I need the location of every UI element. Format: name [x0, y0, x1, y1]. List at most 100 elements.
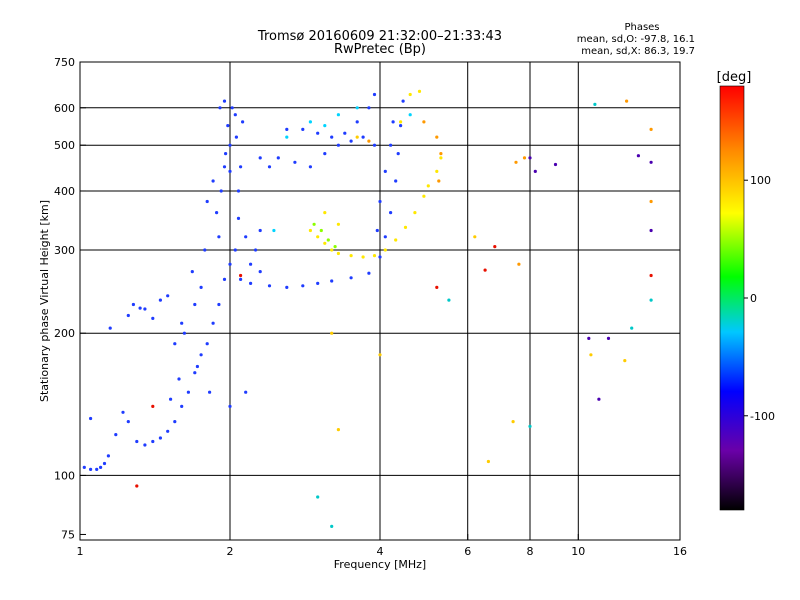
data-point	[272, 228, 276, 233]
data-point	[258, 270, 262, 274]
data-point	[383, 248, 387, 252]
data-points	[82, 89, 653, 529]
data-point	[336, 113, 340, 117]
data-point	[222, 277, 227, 281]
data-point	[177, 377, 181, 381]
phases-o-stats: mean, sd,O: -97.8, 16.1	[577, 34, 695, 45]
data-point	[408, 113, 412, 117]
x-tick-label: 6	[464, 545, 471, 558]
data-point	[378, 353, 382, 357]
data-point	[473, 235, 477, 239]
data-point	[493, 245, 497, 249]
data-point	[228, 262, 232, 266]
data-point	[253, 248, 258, 252]
data-point	[528, 424, 532, 428]
data-point	[228, 404, 232, 408]
data-point	[355, 106, 359, 110]
data-point	[553, 162, 558, 167]
data-point	[285, 135, 289, 139]
data-point	[367, 139, 371, 143]
x-tick-label: 1	[77, 545, 84, 558]
data-point	[483, 268, 487, 272]
data-point	[336, 143, 340, 147]
data-point	[511, 420, 515, 424]
data-point	[437, 179, 441, 183]
data-point	[108, 326, 112, 330]
data-point	[323, 211, 327, 215]
data-point	[166, 294, 170, 298]
data-point	[349, 139, 353, 143]
data-point	[391, 120, 395, 124]
x-tick-label: 8	[527, 545, 534, 558]
data-point	[249, 262, 253, 266]
data-point	[121, 410, 125, 414]
data-point	[533, 169, 537, 173]
data-point	[308, 165, 312, 169]
data-point	[435, 285, 439, 289]
data-point	[403, 225, 408, 229]
data-point	[399, 124, 403, 128]
data-point	[330, 331, 334, 335]
y-tick-label: 400	[54, 185, 75, 198]
data-point	[630, 326, 634, 330]
data-point	[589, 353, 593, 357]
data-point	[199, 353, 203, 357]
data-point	[222, 99, 227, 103]
data-point	[173, 420, 177, 424]
data-point	[389, 143, 393, 147]
colorbar-tick-label: 100	[750, 174, 771, 187]
data-point	[95, 467, 99, 471]
data-point	[236, 216, 241, 220]
data-point	[435, 135, 439, 139]
data-point	[394, 179, 398, 183]
data-point	[517, 262, 521, 266]
data-point	[649, 273, 653, 278]
data-point	[158, 298, 162, 302]
data-point	[293, 160, 297, 164]
data-point	[625, 99, 629, 103]
data-point	[135, 439, 139, 444]
colorbar-tick-label: 0	[750, 292, 757, 305]
data-point	[367, 106, 371, 110]
data-point	[649, 160, 653, 164]
data-point	[597, 397, 601, 401]
data-point	[217, 302, 221, 307]
data-point	[143, 307, 147, 311]
data-point	[193, 371, 197, 375]
data-point	[439, 156, 443, 160]
data-point	[312, 222, 316, 226]
data-point	[587, 336, 591, 340]
data-point	[319, 228, 323, 233]
data-point	[389, 211, 393, 215]
data-point	[126, 313, 130, 318]
data-point	[422, 120, 426, 124]
grid-layer	[80, 62, 680, 540]
data-point	[486, 459, 490, 464]
data-point	[355, 120, 359, 124]
data-point	[89, 467, 93, 471]
data-point	[102, 461, 107, 466]
data-point	[649, 127, 653, 131]
data-point	[82, 465, 86, 469]
data-point	[301, 284, 305, 288]
data-point	[372, 254, 377, 258]
data-point	[330, 135, 334, 139]
data-point	[330, 524, 334, 529]
data-point	[316, 131, 320, 135]
phases-x-stats: mean, sd,X: 86.3, 19.7	[581, 46, 695, 57]
data-point	[401, 99, 405, 103]
data-point	[276, 156, 280, 160]
data-point	[361, 135, 365, 139]
data-point	[218, 106, 222, 110]
data-point	[649, 228, 653, 233]
colorbar-unit: [deg]	[717, 70, 752, 85]
data-point	[336, 222, 340, 226]
chart-title: Tromsø 20160609 21:32:00–21:33:43	[257, 29, 502, 44]
data-point	[343, 131, 347, 135]
colorbar	[719, 85, 745, 511]
data-point	[593, 102, 597, 106]
data-point	[143, 443, 147, 447]
data-point	[203, 248, 207, 252]
data-point	[301, 127, 305, 131]
data-point	[413, 211, 417, 215]
